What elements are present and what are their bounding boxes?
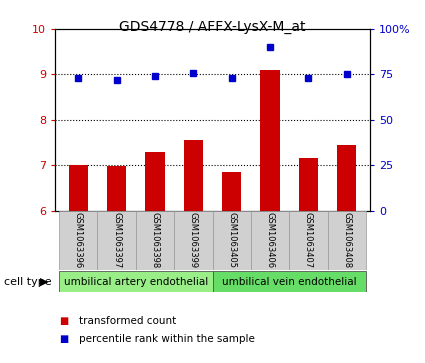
Text: umbilical artery endothelial: umbilical artery endothelial bbox=[64, 277, 208, 287]
Bar bbox=[107, 166, 126, 211]
Bar bbox=[328, 211, 366, 270]
Bar bbox=[261, 70, 280, 211]
Text: GSM1063399: GSM1063399 bbox=[189, 212, 198, 269]
Bar bbox=[59, 271, 212, 292]
Bar bbox=[222, 172, 241, 211]
Bar bbox=[212, 211, 251, 270]
Text: transformed count: transformed count bbox=[79, 316, 176, 326]
Text: GDS4778 / AFFX-LysX-M_at: GDS4778 / AFFX-LysX-M_at bbox=[119, 20, 306, 34]
Text: ■: ■ bbox=[60, 316, 69, 326]
Bar bbox=[59, 211, 97, 270]
Bar bbox=[212, 271, 366, 292]
Bar bbox=[69, 165, 88, 211]
Text: GSM1063406: GSM1063406 bbox=[266, 212, 275, 269]
Bar bbox=[136, 211, 174, 270]
Text: GSM1063405: GSM1063405 bbox=[227, 212, 236, 269]
Bar bbox=[289, 211, 328, 270]
Text: ▶: ▶ bbox=[40, 277, 49, 287]
Bar bbox=[337, 145, 356, 211]
Text: GSM1063408: GSM1063408 bbox=[342, 212, 351, 269]
Bar bbox=[251, 211, 289, 270]
Text: GSM1063398: GSM1063398 bbox=[150, 212, 159, 269]
Bar bbox=[184, 140, 203, 211]
Text: cell type: cell type bbox=[4, 277, 52, 287]
Bar bbox=[97, 211, 136, 270]
Text: umbilical vein endothelial: umbilical vein endothelial bbox=[222, 277, 357, 287]
Text: GSM1063396: GSM1063396 bbox=[74, 212, 83, 269]
Bar bbox=[145, 152, 164, 211]
Text: ■: ■ bbox=[60, 334, 69, 344]
Text: GSM1063397: GSM1063397 bbox=[112, 212, 121, 269]
Text: percentile rank within the sample: percentile rank within the sample bbox=[79, 334, 255, 344]
Text: GSM1063407: GSM1063407 bbox=[304, 212, 313, 269]
Bar bbox=[174, 211, 212, 270]
Bar bbox=[299, 158, 318, 211]
